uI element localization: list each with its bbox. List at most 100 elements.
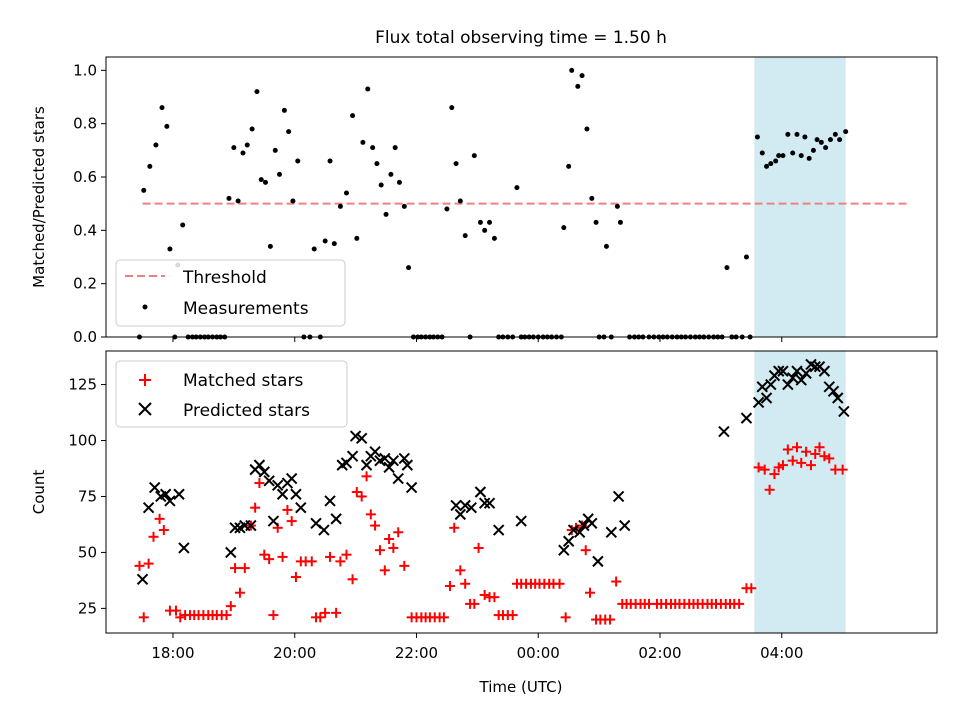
predicted-star-marker <box>263 475 275 487</box>
x-tick-label: 02:00 <box>638 644 681 662</box>
measurement-point <box>383 211 389 217</box>
measurement-point <box>802 134 808 140</box>
matched-star-marker <box>507 610 518 621</box>
matched-star-marker <box>393 527 404 538</box>
measurement-point <box>814 137 820 143</box>
measurement-point <box>614 203 620 209</box>
matched-star-marker <box>777 460 788 471</box>
measurement-point <box>327 158 333 164</box>
predicted-star-marker <box>295 501 307 514</box>
predicted-star-marker <box>136 573 149 585</box>
count-legend: Matched stars Predicted stars <box>115 360 348 428</box>
predicted-star-marker <box>285 472 298 485</box>
matched-star-marker <box>254 478 265 489</box>
predicted-star-marker <box>401 459 414 471</box>
count-axes-frame <box>105 350 938 634</box>
measurement-point <box>457 198 463 204</box>
measurement-point <box>566 163 572 169</box>
measurement-point <box>258 177 264 183</box>
matched-star-marker <box>782 444 793 455</box>
predicted-star-marker <box>379 452 391 465</box>
ratio-axes-frame <box>105 56 938 338</box>
predicted-star-marker <box>405 481 418 494</box>
x-axis-label: Time (UTC) <box>479 678 563 696</box>
matched-star-marker <box>801 446 812 457</box>
matched-star-marker <box>805 460 816 471</box>
measurement-point <box>794 131 800 137</box>
legend-predicted-label: Predicted stars <box>183 401 310 421</box>
matched-star-marker <box>384 534 395 544</box>
predicted-star-marker <box>164 495 176 507</box>
predicted-star-marker <box>838 405 850 418</box>
predicted-star-marker <box>258 466 270 478</box>
matched-star-marker <box>388 542 399 553</box>
measurement-point <box>491 235 497 241</box>
predicted-star-marker <box>483 497 496 509</box>
measurement-point <box>392 145 398 151</box>
legend-measurements-label: Measurements <box>183 299 309 319</box>
predicted-star-marker <box>459 499 471 512</box>
matched-star-marker <box>814 442 825 453</box>
matched-star-marker <box>764 484 775 495</box>
predicted-star-marker <box>392 472 404 485</box>
measurement-point <box>226 195 232 201</box>
measurement-point <box>790 150 796 156</box>
matched-star-marker <box>554 578 565 589</box>
measurement-point <box>331 241 337 247</box>
predicted-star-marker <box>586 517 598 530</box>
measurement-point <box>477 219 483 225</box>
predicted-star-marker <box>756 381 768 393</box>
matched-star-marker <box>221 610 232 621</box>
predicted-star-marker <box>474 486 487 498</box>
predicted-star-marker <box>355 432 368 444</box>
measurement-point <box>164 123 170 129</box>
predicted-star-marker <box>324 495 336 507</box>
matched-star-marker <box>759 464 770 475</box>
y-tick-label: 50 <box>78 543 97 561</box>
measurement-point <box>286 129 292 135</box>
predicted-star-marker <box>795 374 807 386</box>
predicted-star-marker <box>832 392 844 404</box>
matched-star-markers <box>134 442 848 625</box>
matched-star-marker <box>331 607 342 618</box>
y-tick-label: 0.8 <box>73 115 97 133</box>
measurement-point <box>153 142 159 148</box>
measurement-point <box>311 246 317 252</box>
measurement-point <box>295 158 301 164</box>
matched-star-marker <box>225 601 236 612</box>
matched-star-marker <box>234 587 245 598</box>
measurement-point <box>773 158 779 164</box>
y-tick-label: 75 <box>78 487 97 505</box>
x-tick-label: 00:00 <box>517 644 560 662</box>
matched-star-marker <box>460 578 471 589</box>
matched-star-marker <box>824 453 835 464</box>
matched-star-marker <box>347 574 358 585</box>
matched-star-marker <box>473 542 484 553</box>
y-tick-label: 100 <box>68 432 97 450</box>
predicted-star-marker <box>267 515 280 527</box>
predicted-star-marker <box>718 425 730 438</box>
measurement-point <box>141 187 147 193</box>
predicted-star-marker <box>605 526 618 538</box>
measurement-point <box>837 137 843 143</box>
measurement-point <box>343 190 349 196</box>
measurement-point <box>406 265 412 271</box>
matched-star-marker <box>325 551 336 562</box>
measurement-point <box>147 163 153 169</box>
matched-star-marker <box>469 598 480 609</box>
matched-star-marker <box>489 592 500 603</box>
measurement-point <box>350 113 356 119</box>
predicted-star-marker <box>760 392 773 404</box>
matched-star-marker <box>277 551 288 562</box>
ratio-y-ticks: 0.0 0.2 0.4 0.6 0.8 1.0 <box>73 61 106 346</box>
predicted-star-marker <box>383 461 395 474</box>
predicted-star-marker <box>782 378 794 391</box>
measurement-point <box>235 198 241 204</box>
matched-star-marker <box>282 504 293 515</box>
matched-star-marker <box>171 605 182 616</box>
measurement-point <box>603 243 609 249</box>
matched-star-marker <box>335 556 346 567</box>
legend-matched-swatch <box>139 374 151 386</box>
measurement-point <box>579 73 585 79</box>
